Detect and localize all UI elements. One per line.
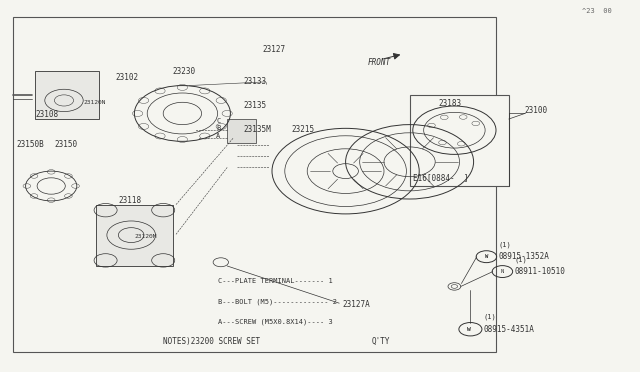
- Text: 23230: 23230: [173, 67, 196, 76]
- Text: 08915-1352A: 08915-1352A: [499, 252, 549, 261]
- Text: E16[0884-  ]: E16[0884- ]: [413, 173, 468, 182]
- Text: N: N: [500, 269, 504, 274]
- Text: 23215: 23215: [291, 125, 314, 134]
- Bar: [13, 17, 496, 352]
- Text: 23183: 23183: [438, 99, 461, 108]
- Text: 23150B: 23150B: [16, 140, 44, 149]
- Text: (1): (1): [484, 313, 497, 320]
- Text: FRONT: FRONT: [368, 58, 391, 67]
- Bar: [35, 71, 99, 119]
- Text: W: W: [467, 327, 471, 332]
- Text: B---BOLT (M5)------------- 2: B---BOLT (M5)------------- 2: [218, 298, 337, 305]
- Text: 23120N: 23120N: [83, 100, 106, 105]
- Bar: [227, 119, 256, 143]
- Text: W: W: [484, 254, 488, 259]
- Text: 23135: 23135: [243, 101, 266, 110]
- Bar: [410, 95, 509, 186]
- Text: NOTES)23200 SCREW SET: NOTES)23200 SCREW SET: [163, 337, 260, 346]
- Text: 23127A: 23127A: [342, 300, 370, 309]
- Text: 23100: 23100: [525, 106, 548, 115]
- Text: C: C: [216, 118, 221, 124]
- Text: 23127: 23127: [262, 45, 285, 54]
- Text: B: B: [216, 125, 221, 131]
- Text: 23108: 23108: [36, 110, 59, 119]
- Text: 23150: 23150: [54, 140, 77, 149]
- Text: C---PLATE TERMINAL------- 1: C---PLATE TERMINAL------- 1: [218, 278, 332, 284]
- Text: 23118: 23118: [118, 196, 141, 205]
- Text: A---SCREW (M5X0.8X14)---- 3: A---SCREW (M5X0.8X14)---- 3: [218, 319, 332, 325]
- Text: Q'TY: Q'TY: [372, 337, 390, 346]
- Text: (1): (1): [499, 241, 511, 248]
- Text: 23133: 23133: [243, 77, 266, 86]
- Text: 23120M: 23120M: [134, 234, 157, 239]
- Bar: [96, 205, 173, 266]
- Text: 23102: 23102: [115, 73, 138, 82]
- Text: 08911-10510: 08911-10510: [515, 267, 565, 276]
- Text: (1): (1): [515, 256, 527, 263]
- Text: ^23  00: ^23 00: [582, 8, 612, 14]
- Text: A: A: [216, 133, 221, 139]
- Text: 23135M: 23135M: [243, 125, 271, 134]
- Text: 08915-4351A: 08915-4351A: [484, 325, 534, 334]
